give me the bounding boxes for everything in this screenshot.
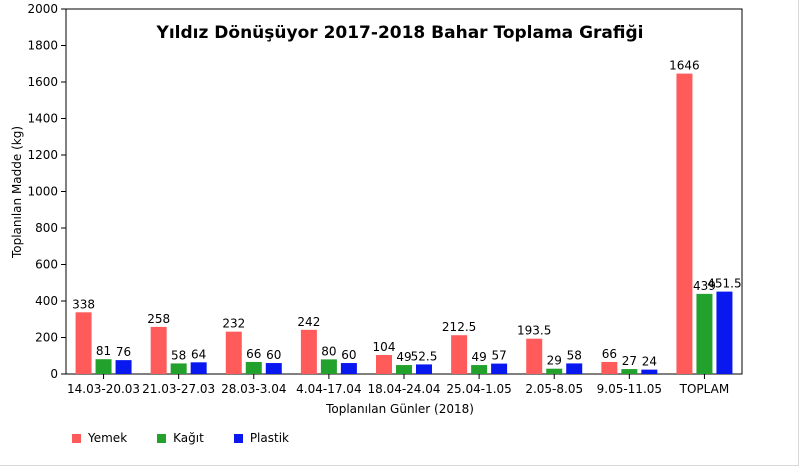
legend-label: Yemek [88, 431, 128, 445]
data-label: 52.5 [411, 349, 438, 363]
data-label: 24 [642, 355, 657, 369]
bar [396, 365, 412, 374]
y-tick-label: 1400 [27, 112, 58, 126]
y-tick-label: 1000 [27, 185, 58, 199]
bar [566, 363, 583, 374]
legend-item-kagit: Kağıt [157, 431, 204, 445]
bar [696, 293, 713, 374]
legend-label: Plastik [249, 431, 289, 445]
y-tick-label: 1200 [27, 148, 58, 162]
bar [676, 73, 693, 374]
legend-item-yemek: Yemek [72, 431, 127, 445]
data-label: 81 [96, 344, 111, 358]
bar [526, 338, 543, 374]
bar [451, 335, 468, 374]
legend-swatch [72, 433, 81, 443]
data-label: 60 [341, 348, 356, 362]
data-label: 80 [321, 344, 336, 358]
y-axis-label: Toplanılan Madde (kg) [10, 126, 24, 259]
x-tick-label: 4.04-17.04 [296, 382, 361, 396]
bar [225, 331, 242, 374]
data-label: 439 [693, 279, 716, 293]
bar [265, 363, 282, 374]
x-tick-label: TOPLAM [679, 382, 730, 396]
bar [340, 363, 357, 374]
legend: Yemek Kağıt Plastik [72, 431, 289, 445]
x-tick-label: 21.03-27.03 [142, 382, 215, 396]
data-label: 60 [266, 348, 281, 362]
data-label: 451.5 [707, 277, 741, 291]
data-label: 193.5 [517, 324, 551, 338]
data-label: 338 [72, 297, 95, 311]
y-tick-label: 1800 [27, 39, 58, 53]
chart-title: Yıldız Dönüşüyor 2017-2018 Bahar Toplama… [156, 23, 644, 43]
x-tick-label: 14.03-20.03 [67, 382, 140, 396]
bar [75, 312, 92, 374]
bar [716, 291, 733, 374]
legend-swatch [233, 433, 243, 443]
data-label: 49 [396, 350, 411, 364]
x-tick-label: 25.04-1.05 [446, 382, 511, 396]
bar [621, 369, 638, 374]
bar [471, 365, 488, 374]
x-tick-label: 2.05-8.05 [525, 382, 583, 396]
y-tick-label: 2000 [27, 2, 58, 16]
bar [601, 361, 618, 374]
data-label: 242 [297, 315, 320, 329]
data-label: 29 [547, 354, 562, 368]
data-label: 58 [567, 348, 582, 362]
data-label: 64 [191, 347, 206, 361]
y-tick-label: 600 [35, 258, 58, 272]
bar [170, 363, 187, 374]
bar [300, 329, 317, 374]
data-label: 104 [373, 340, 396, 354]
data-label: 66 [246, 347, 261, 361]
x-tick-label: 18.04-24.04 [367, 382, 440, 396]
data-label: 76 [116, 345, 131, 359]
y-tick-label: 200 [35, 331, 58, 345]
bar [115, 360, 132, 374]
bar [245, 361, 262, 374]
x-axis-label: Toplanılan Günler (2018) [325, 402, 474, 416]
data-label: 232 [222, 317, 245, 331]
data-label: 258 [147, 312, 170, 326]
bar [641, 369, 658, 374]
data-label: 27 [622, 354, 637, 368]
bar [491, 363, 508, 374]
x-tick-label: 9.05-11.05 [597, 382, 662, 396]
legend-swatch [157, 433, 167, 443]
y-tick-label: 800 [35, 221, 58, 235]
data-label: 49 [471, 350, 486, 364]
bar [190, 362, 207, 374]
data-label: 58 [171, 348, 186, 362]
data-label: 212.5 [442, 320, 476, 334]
legend-item-plastik: Plastik [233, 431, 289, 445]
legend-label: Kağıt [173, 431, 204, 445]
data-label: 1646 [669, 59, 700, 73]
y-tick-label: 400 [35, 294, 58, 308]
bar [320, 359, 337, 374]
y-tick-label: 1600 [27, 75, 58, 89]
bar [416, 364, 432, 374]
bar [150, 326, 167, 374]
x-tick-label: 28.03-3.04 [221, 382, 286, 396]
bar [376, 355, 392, 374]
data-label: 57 [491, 349, 506, 363]
y-tick-label: 0 [50, 367, 58, 381]
data-label: 66 [602, 347, 617, 361]
bar [546, 368, 563, 374]
bar [95, 359, 112, 374]
plot-area: 0 200 400 600 800 1000 1200 1400 1600 1800 2000 14.… [27, 2, 743, 396]
